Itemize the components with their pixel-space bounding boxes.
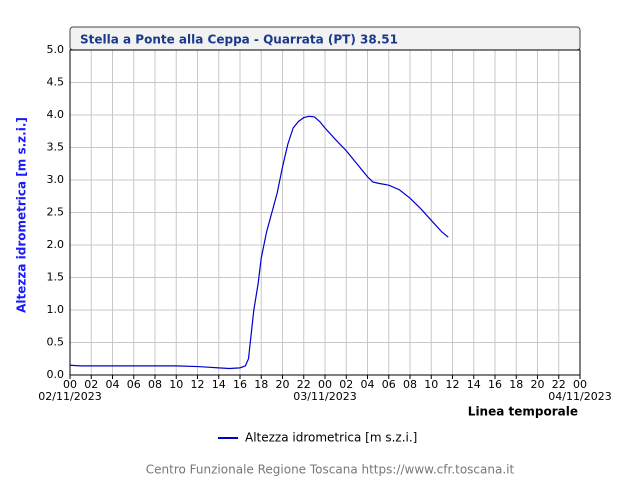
x-tick-label: 22 [552, 378, 566, 391]
x-tick-label: 20 [531, 378, 545, 391]
y-axis-label: Altezza idrometrica [m s.z.i.] [15, 117, 29, 313]
x-tick-label: 10 [169, 378, 183, 391]
y-tick-label: 2.0 [47, 238, 65, 251]
x-tick-label: 16 [233, 378, 247, 391]
x-tick-label: 04 [361, 378, 375, 391]
x-tick-label: 14 [212, 378, 226, 391]
x-tick-label: 12 [191, 378, 205, 391]
x-tick-label: 00 [573, 378, 587, 391]
y-tick-label: 5.0 [47, 43, 65, 56]
x-tick-label: 12 [446, 378, 460, 391]
y-tick-label: 4.0 [47, 108, 65, 121]
plot-border [69, 49, 581, 376]
x-tick-label: 04 [106, 378, 120, 391]
y-tick-label: 1.0 [47, 303, 65, 316]
y-tick-label: 3.5 [47, 141, 65, 154]
y-tick-label: 3.0 [47, 173, 65, 186]
y-tick-label: 0.0 [47, 368, 65, 381]
x-axis-label: Linea temporale [468, 405, 578, 419]
x-tick-label: 18 [254, 378, 268, 391]
x-tick-label: 20 [276, 378, 290, 391]
x-tick-label: 06 [127, 378, 141, 391]
x-tick-label: 10 [424, 378, 438, 391]
x-tick-label: 02 [84, 378, 98, 391]
date-label: 03/11/2023 [293, 390, 356, 403]
footer: Centro Funzionale Regione Toscana https:… [146, 463, 515, 477]
y-tick-label: 2.5 [47, 206, 65, 219]
x-tick-label: 00 [63, 378, 77, 391]
legend-label: Altezza idrometrica [m s.z.i.] [245, 431, 417, 445]
x-tick-label: 16 [488, 378, 502, 391]
x-tick-label: 14 [467, 378, 481, 391]
y-tick-label: 4.5 [47, 76, 65, 89]
x-tick-label: 08 [148, 378, 162, 391]
x-tick-label: 22 [297, 378, 311, 391]
date-label: 04/11/2023 [548, 390, 611, 403]
chart-title: Stella a Ponte alla Ceppa - Quarrata (PT… [80, 33, 398, 47]
date-label: 02/11/2023 [38, 390, 101, 403]
x-tick-label: 08 [403, 378, 417, 391]
x-tick-label: 18 [509, 378, 523, 391]
x-tick-label: 06 [382, 378, 396, 391]
x-tick-label: 00 [318, 378, 332, 391]
y-tick-label: 1.5 [47, 271, 65, 284]
y-tick-label: 0.5 [47, 336, 65, 349]
x-tick-label: 02 [339, 378, 353, 391]
data-line [69, 115, 449, 370]
